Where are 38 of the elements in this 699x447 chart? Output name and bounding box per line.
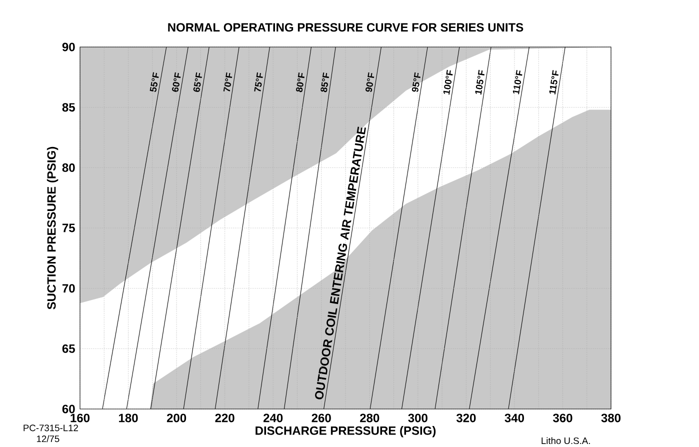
y-axis-title: SUCTION PRESSURE (PSIG)	[46, 146, 58, 310]
y-tick-label: 85	[62, 103, 75, 112]
text: 90°F	[366, 72, 374, 92]
x-tick-label: 160	[70, 414, 90, 422]
x-tick-label: 380	[601, 414, 621, 422]
y-tick-label: 75	[62, 224, 75, 232]
x-tick-label: 240	[264, 414, 283, 422]
x-tick-label: 200	[166, 414, 186, 422]
x-tick-label: 300	[408, 414, 428, 422]
x-tick-label: 220	[215, 414, 234, 422]
y-tick-label: 60	[62, 404, 75, 414]
text: 55°F	[150, 72, 159, 92]
text: 60°F	[172, 72, 181, 92]
text: 75°F	[254, 72, 263, 92]
x-tick-label: 180	[119, 414, 138, 422]
x-axis-title: DISCHARGE PRESSURE (PSIG)	[256, 426, 436, 438]
x-tick-label: 340	[504, 414, 524, 422]
y-tick-label: 80	[62, 163, 75, 172]
text: Litho U.S.A.	[542, 437, 590, 444]
text: 100°F	[443, 70, 453, 95]
text: 105°F	[475, 70, 484, 95]
text: 110°F	[512, 70, 522, 94]
chart-title: NORMAL OPERATING PRESSURE CURVE FOR SERIES UNITS	[168, 23, 524, 32]
y-tick-label: 90	[62, 42, 75, 52]
text: 70°F	[223, 72, 232, 92]
text: 115°F	[549, 70, 558, 94]
y-tick-label: 70	[62, 284, 75, 293]
x-tick-label: 260	[312, 414, 331, 422]
x-tick-label: 320	[456, 414, 476, 422]
y-tick-label: 65	[62, 344, 75, 353]
text: 85°F	[320, 72, 329, 92]
x-tick-label: 360	[552, 414, 572, 422]
x-tick-label: 280	[360, 414, 380, 422]
text: PC-7315-L12	[24, 424, 78, 432]
text: 65°F	[193, 72, 202, 92]
text: 95°F	[412, 72, 420, 92]
text: 12/75	[36, 435, 60, 442]
text: 80°F	[296, 72, 304, 92]
